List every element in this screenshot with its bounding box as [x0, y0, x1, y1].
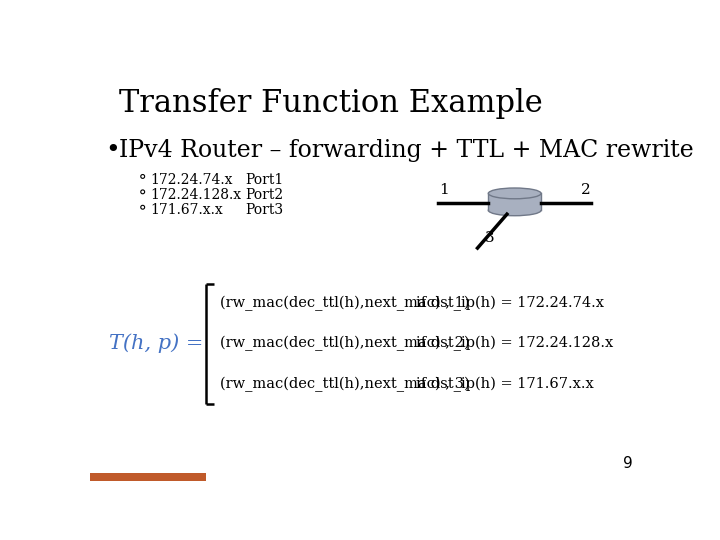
Text: if dst_ip(h) = 172.24.74.x: if dst_ip(h) = 172.24.74.x — [415, 296, 603, 311]
Text: 172.24.128.x: 172.24.128.x — [150, 188, 242, 202]
FancyBboxPatch shape — [90, 473, 206, 481]
Text: (rw_mac(dec_ttl(h),next_mac) , 3): (rw_mac(dec_ttl(h),next_mac) , 3) — [220, 377, 470, 392]
Text: IPv4 Router – forwarding + TTL + MAC rewrite: IPv4 Router – forwarding + TTL + MAC rew… — [120, 139, 694, 163]
Text: •: • — [106, 139, 120, 163]
Text: 2: 2 — [581, 183, 591, 197]
Text: 171.67.x.x: 171.67.x.x — [150, 204, 223, 218]
Text: Port1: Port1 — [245, 173, 283, 187]
Text: (rw_mac(dec_ttl(h),next_mac) , 2): (rw_mac(dec_ttl(h),next_mac) , 2) — [220, 336, 470, 351]
Text: 1: 1 — [439, 183, 449, 197]
Ellipse shape — [488, 188, 541, 199]
Text: 9: 9 — [623, 456, 632, 471]
Ellipse shape — [488, 205, 541, 215]
Text: if dst_ip(h) = 172.24.128.x: if dst_ip(h) = 172.24.128.x — [415, 336, 613, 351]
Text: Port2: Port2 — [245, 188, 283, 202]
Text: Transfer Function Example: Transfer Function Example — [120, 88, 543, 119]
Text: (rw_mac(dec_ttl(h),next_mac) , 1): (rw_mac(dec_ttl(h),next_mac) , 1) — [220, 296, 469, 311]
Text: T(h, p) =: T(h, p) = — [109, 334, 204, 353]
Text: 3: 3 — [485, 231, 495, 245]
Text: if dst_ip(h) = 171.67.x.x: if dst_ip(h) = 171.67.x.x — [415, 377, 593, 392]
Text: Port3: Port3 — [245, 204, 283, 218]
Text: 172.24.74.x: 172.24.74.x — [150, 173, 233, 187]
FancyBboxPatch shape — [488, 193, 541, 211]
